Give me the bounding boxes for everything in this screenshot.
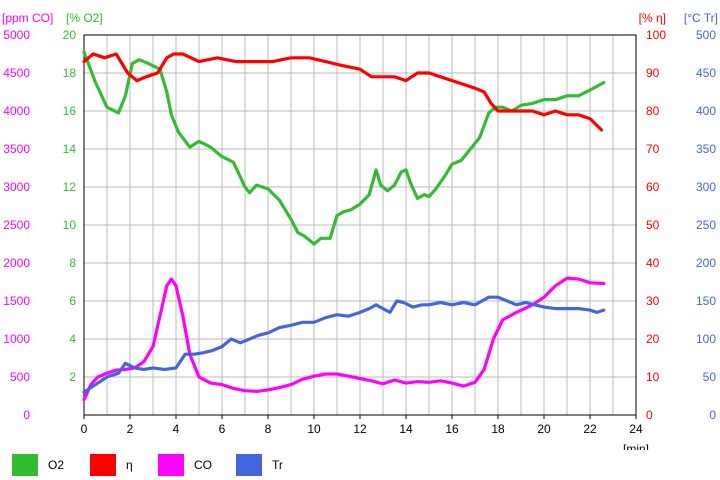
axis-tick-labels: 0 2 4 6 8 10 12 14 16 18 20 22 24[min]05001000150020… <box>3 28 716 450</box>
series-line-co <box>82 276 606 402</box>
x-tick-label: 0 <box>81 422 88 436</box>
x-axis-label: [min] <box>623 442 649 450</box>
x-tick-label: 10 <box>307 422 321 436</box>
chart-canvas: 0 2 4 6 8 10 12 14 16 18 20 22 24[min]05001000150020… <box>2 11 718 450</box>
y-tick-label-o2: 12 <box>63 180 77 194</box>
y-tick-label-eta: 60 <box>646 180 660 194</box>
x-tick-label: 8 <box>265 422 272 436</box>
axis-unit-labels: [ppm CO] [% O2] [% η] [°C Tr] <box>2 11 718 25</box>
y-tick-label-eta: 10 <box>646 370 660 384</box>
y-tick-label-tr: 0 <box>709 408 716 422</box>
x-tick-label: 24 <box>629 422 643 436</box>
series-line-o2 <box>82 50 606 246</box>
x-tick-label: 4 <box>173 422 180 436</box>
y-tick-label-co: 0 <box>23 408 30 422</box>
y-tick-label-eta: 40 <box>646 256 660 270</box>
y-tick-label-tr: 100 <box>696 332 716 346</box>
x-tick-label: 2 <box>127 422 134 436</box>
y-tick-label-co: 4000 <box>3 104 30 118</box>
y-tick-label-o2: 2 <box>69 370 76 384</box>
y-tick-label-co: 1500 <box>3 294 30 308</box>
y-axis-unit-eta: [% η] <box>639 11 666 25</box>
y-tick-label-o2: 10 <box>63 218 77 232</box>
y-tick-label-tr: 150 <box>696 294 716 308</box>
y-tick-label-eta: 80 <box>646 104 660 118</box>
y-tick-label-eta: 20 <box>646 332 660 346</box>
y-tick-label-o2: 6 <box>69 294 76 308</box>
y-tick-label-o2: 14 <box>63 142 77 156</box>
y-tick-label-co: 3500 <box>3 142 30 156</box>
y-tick-label-co: 2000 <box>3 256 30 270</box>
legend: O2 η CO Tr <box>0 450 720 480</box>
y-tick-label-tr: 200 <box>696 256 716 270</box>
legend-swatch-co <box>158 454 184 476</box>
y-tick-label-o2: 8 <box>69 256 76 270</box>
y-tick-label-eta: 30 <box>646 294 660 308</box>
y-tick-label-tr: 250 <box>696 218 716 232</box>
y-tick-label-tr: 400 <box>696 104 716 118</box>
y-axis-unit-co: [ppm CO] <box>2 11 53 25</box>
x-tick-label: 14 <box>399 422 413 436</box>
legend-swatch-o2 <box>12 454 38 476</box>
y-tick-label-eta: 50 <box>646 218 660 232</box>
y-tick-label-eta: 90 <box>646 66 660 80</box>
legend-label-o2: O2 <box>48 458 65 472</box>
y-tick-label-eta: 70 <box>646 142 660 156</box>
y-tick-label-tr: 300 <box>696 180 716 194</box>
legend-swatch-tr <box>236 454 262 476</box>
legend-label-tr: Tr <box>272 458 283 472</box>
legend-label-eta: η <box>126 458 133 472</box>
y-tick-label-o2: 4 <box>69 332 76 346</box>
grid-lines <box>84 35 636 415</box>
legend-swatch-eta <box>90 454 116 476</box>
x-tick-label: 20 <box>537 422 551 436</box>
x-tick-label: 16 <box>445 422 459 436</box>
series-line-tr <box>82 295 606 394</box>
legend-label-co: CO <box>194 458 212 472</box>
y-tick-label-o2: 16 <box>63 104 77 118</box>
data-series <box>82 50 606 402</box>
x-tick-label: 22 <box>583 422 597 436</box>
x-tick-label: 6 <box>219 422 226 436</box>
y-tick-label-co: 5000 <box>3 28 30 42</box>
y-axis-unit-o2: [% O2] <box>66 11 103 25</box>
y-tick-label-co: 4500 <box>3 66 30 80</box>
y-tick-label-eta: 100 <box>646 28 666 42</box>
y-tick-label-co: 3000 <box>3 180 30 194</box>
y-tick-label-co: 1000 <box>3 332 30 346</box>
y-tick-label-tr: 450 <box>696 66 716 80</box>
y-tick-label-eta: 0 <box>646 408 653 422</box>
y-tick-label-tr: 350 <box>696 142 716 156</box>
y-tick-label-tr: 500 <box>696 28 716 42</box>
y-axis-unit-tr: [°C Tr] <box>684 11 718 25</box>
series-line-eta <box>82 52 604 132</box>
x-tick-label: 12 <box>353 422 367 436</box>
y-tick-label-o2: 20 <box>63 28 77 42</box>
y-tick-label-o2: 18 <box>63 66 77 80</box>
y-tick-label-co: 500 <box>10 370 30 384</box>
y-tick-label-co: 2500 <box>3 218 30 232</box>
x-tick-label: 18 <box>491 422 505 436</box>
y-tick-label-tr: 50 <box>703 370 717 384</box>
